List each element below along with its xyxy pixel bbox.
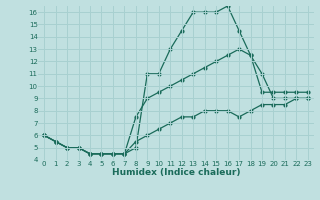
X-axis label: Humidex (Indice chaleur): Humidex (Indice chaleur) — [112, 168, 240, 177]
